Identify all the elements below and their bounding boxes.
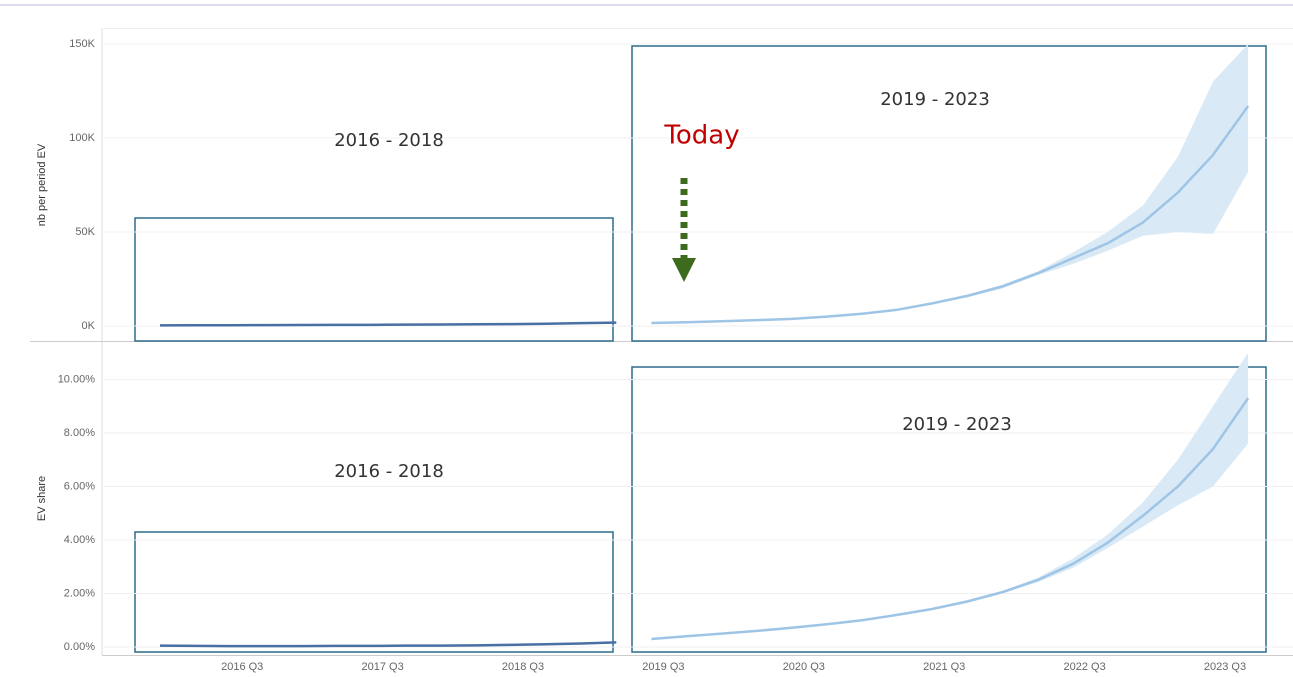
y-tick-label: 8.00% <box>64 427 95 439</box>
period-box <box>134 217 614 342</box>
y-tick-label: 0.00% <box>64 641 95 653</box>
x-tick-label: 2021 Q3 <box>923 661 965 673</box>
y-tick-label: 150K <box>69 38 95 50</box>
x-tick-label: 2018 Q3 <box>502 661 544 673</box>
y-axis-title: nb per period EV <box>36 143 48 226</box>
period-label: 2016 - 2018 <box>334 461 444 482</box>
confidence-band <box>651 352 1249 640</box>
series-line <box>159 641 617 648</box>
period-label: 2019 - 2023 <box>902 414 1012 435</box>
y-tick-label: 6.00% <box>64 480 95 492</box>
y-tick-label: 2.00% <box>64 587 95 599</box>
confidence-band <box>651 44 1249 324</box>
period-box <box>631 45 1267 342</box>
series-line <box>159 321 617 327</box>
x-tick-label: 2016 Q3 <box>221 661 263 673</box>
series-line <box>651 397 1250 641</box>
today-label: Today <box>663 121 739 151</box>
period-box <box>134 531 614 653</box>
x-tick-label: 2023 Q3 <box>1204 661 1246 673</box>
x-tick-label: 2022 Q3 <box>1063 661 1105 673</box>
y-tick-label: 4.00% <box>64 534 95 546</box>
x-tick-label: 2019 Q3 <box>642 661 684 673</box>
series-line <box>651 105 1250 325</box>
today-arrow <box>672 178 696 282</box>
period-label: 2019 - 2023 <box>880 89 990 110</box>
y-tick-label: 0K <box>82 320 96 332</box>
y-axis-title: EV share <box>36 476 48 521</box>
y-tick-label: 10.00% <box>58 373 96 385</box>
period-label: 2016 - 2018 <box>334 130 444 151</box>
x-tick-label: 2020 Q3 <box>783 661 825 673</box>
period-box <box>631 366 1267 653</box>
plot-layer: 2016 Q3 2017 Q3 2018 Q3 2019 Q3 2020 Q3 2021 … <box>36 38 1293 673</box>
x-tick-label: 2017 Q3 <box>361 661 403 673</box>
y-tick-label: 100K <box>69 132 95 144</box>
annotation-layer: 2016 - 2018 2019 - 2023 Today 2016 - 2018 20… <box>334 89 1012 482</box>
y-tick-label: 50K <box>75 226 95 238</box>
